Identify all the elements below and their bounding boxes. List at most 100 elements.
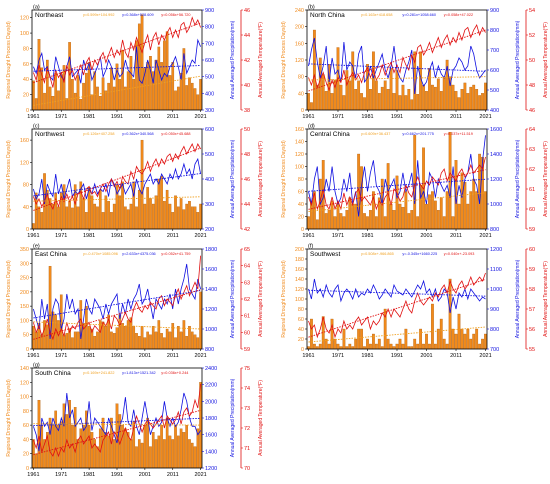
drought-bar (354, 338, 358, 350)
precipitation-trend (33, 65, 201, 72)
temperature-line (33, 383, 201, 458)
drought-equation: y=0.169x+241.822 (83, 371, 114, 375)
drought-bar (132, 325, 136, 350)
precip-tick-label: 400 (205, 177, 214, 183)
drought-bar (466, 93, 470, 111)
panel-letter: (b) (308, 5, 315, 11)
drought-bar (82, 198, 85, 230)
drought-bar (110, 212, 113, 230)
x-tick-label: 1981 (83, 114, 95, 120)
drought-bar (157, 46, 161, 111)
drought-bar (463, 82, 467, 111)
temperature-equation: y=0.056x+56.720 (161, 13, 190, 17)
precip-tick-label: 800 (205, 25, 214, 31)
drought-bar (71, 207, 74, 230)
temperature-tick-label: 71 (244, 446, 250, 452)
drought-bar (392, 210, 396, 230)
precip-equation: y=0.362x+340.568 (122, 132, 153, 136)
temperature-tick-label: 75 (244, 366, 250, 372)
precip-tick-label: 700 (490, 347, 499, 353)
left-tick-label: 40 (23, 205, 29, 211)
temperature-tick-label: 56 (529, 327, 535, 333)
drought-bar (171, 323, 175, 350)
drought-bar (110, 331, 113, 350)
panel-title: Northwest (35, 131, 64, 138)
x-tick-label: 1961 (302, 233, 314, 239)
left-tick-label: 80 (298, 75, 304, 81)
drought-bar (182, 209, 186, 230)
drought-bar (475, 191, 479, 230)
drought-bar (90, 195, 94, 230)
drought-bar (433, 86, 437, 111)
drought-bar (442, 216, 446, 230)
drought-bar (374, 343, 378, 350)
drought-bar (457, 97, 461, 111)
drought-bar (330, 200, 334, 230)
temperature-tick-label: 42 (244, 58, 250, 64)
x-tick-label: 2021 (194, 114, 206, 120)
drought-bar (451, 328, 455, 350)
drought-bar (310, 318, 313, 350)
drought-bar (342, 216, 346, 230)
drought-bar (98, 189, 102, 230)
panel-central-china: 0 20 40 60 80 100 120 140 160 800 1000 1200 1400 1600… (281, 124, 549, 240)
drought-bar (179, 198, 183, 230)
precip-tick-label: 400 (490, 108, 499, 114)
drought-bar (469, 338, 473, 350)
drought-bar (374, 80, 378, 111)
drought-bar (484, 191, 487, 230)
drought-bar (460, 328, 464, 350)
left-tick-label: 140 (295, 140, 304, 146)
temperature-tick-label: 62 (529, 167, 535, 173)
drought-bar (354, 203, 358, 230)
drought-bar (315, 84, 319, 111)
temperature-trend (308, 278, 486, 338)
drought-bar (318, 57, 322, 111)
left-tick-label: 200 (20, 290, 29, 296)
drought-bar (85, 305, 88, 350)
drought-bar (475, 89, 479, 111)
left-tick-label: 80 (298, 307, 304, 313)
drought-bar (129, 439, 133, 469)
temperature-equation: y=0.050x+45.688 (161, 132, 190, 136)
temperature-axis-title: Annual Averaged Temperature(°F) (258, 22, 264, 98)
left-tick-label: 0 (26, 108, 29, 114)
drought-bar (336, 343, 340, 350)
precip-tick-label: 400 (205, 91, 214, 97)
drought-bar (40, 212, 44, 230)
drought-bar (160, 62, 163, 111)
drought-bar (392, 93, 396, 111)
precip-tick-label: 200 (205, 227, 214, 233)
left-tick-label: 0 (301, 227, 304, 233)
precip-tick-label: 1100 (490, 267, 502, 273)
drought-bar (93, 71, 97, 111)
left-tick-label: 120 (295, 152, 304, 158)
left-tick-label: 250 (20, 276, 29, 282)
drought-bar (428, 194, 431, 230)
x-tick-label: 2021 (479, 114, 491, 120)
drought-bar (163, 201, 166, 230)
drought-bar (425, 333, 428, 350)
drought-bar (442, 338, 446, 350)
drought-bar (140, 325, 144, 350)
x-tick-label: 2011 (167, 233, 179, 239)
precip-tick-label: 1400 (205, 287, 217, 293)
drought-bar (118, 79, 122, 111)
drought-bar (165, 328, 169, 350)
left-tick-label: 0 (301, 108, 304, 114)
drought-bar (351, 203, 355, 230)
panel-title: Central China (310, 131, 350, 138)
drought-bar (407, 89, 411, 111)
temperature-tick-label: 61 (529, 187, 535, 193)
drought-bar (469, 86, 473, 111)
drought-bar (137, 439, 141, 469)
temperature-axis-title: Annual Averaged Temperature(°F) (258, 141, 264, 217)
temperature-tick-label: 42 (244, 227, 250, 233)
temperature-tick-label: 44 (244, 202, 250, 208)
panel-northeast: 0 20 40 60 80 100 120 300 400 500 600 700 800 900 38 40… (6, 5, 264, 121)
drought-bar (51, 424, 55, 469)
drought-bar (369, 343, 372, 350)
drought-bar (357, 80, 361, 111)
drought-bar (112, 439, 116, 469)
drought-bar (154, 331, 158, 350)
